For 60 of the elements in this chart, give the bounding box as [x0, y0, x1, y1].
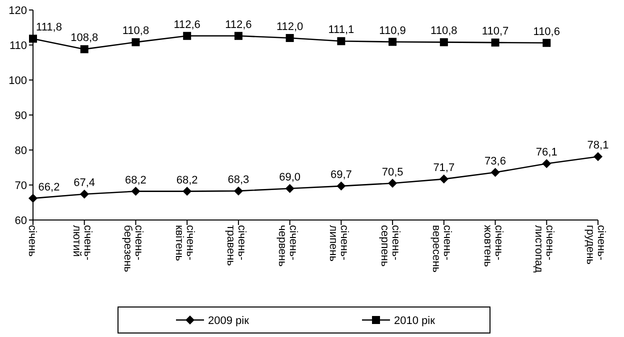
y-tick-label: 90 [14, 110, 27, 122]
data-label: 111,1 [328, 24, 354, 36]
data-label: 110,6 [533, 26, 560, 38]
y-tick-label: 60 [14, 215, 27, 227]
point [182, 186, 192, 196]
point [285, 184, 294, 193]
legend-label: 2010 рік [394, 315, 436, 327]
y-tick-label: 100 [8, 75, 27, 87]
point [286, 34, 294, 42]
data-label: 112,0 [276, 21, 304, 33]
point [29, 34, 37, 43]
x-tick-label: січень [26, 225, 38, 257]
y-tick-label: 70 [14, 180, 27, 192]
data-label: 76,1 [536, 146, 558, 159]
x-tick-label: січень-квітень [173, 225, 196, 262]
data-label: 112,6 [225, 18, 252, 31]
data-label: 71,7 [433, 162, 455, 174]
point [440, 38, 448, 46]
point [131, 186, 140, 196]
point [28, 194, 38, 203]
point [183, 32, 192, 40]
legend-label: 2009 рік [208, 315, 250, 327]
data-label: 69,7 [330, 169, 352, 182]
data-label: 68,2 [176, 174, 198, 186]
point [234, 32, 242, 40]
point [439, 174, 448, 184]
point [336, 182, 346, 191]
point [542, 38, 551, 47]
y-tick-label: 80 [14, 145, 27, 157]
data-label: 111,8 [36, 22, 62, 34]
data-label: 112,6 [174, 18, 200, 31]
data-label: 78,1 [587, 140, 609, 152]
y-tick-label: 120 [8, 5, 27, 17]
point [388, 178, 398, 188]
point [234, 186, 243, 196]
data-label: 70,5 [382, 166, 404, 178]
data-label: 66,2 [38, 181, 60, 194]
point [80, 45, 88, 54]
point [594, 152, 602, 162]
data-label: 67,4 [74, 177, 96, 190]
point [490, 168, 500, 177]
data-label: 73,6 [484, 155, 506, 168]
point [80, 190, 89, 199]
point [132, 38, 140, 46]
x-tick-label: січень-грудень [584, 225, 607, 265]
data-label: 110,8 [430, 25, 458, 38]
x-tick-label: січень-липень [327, 225, 350, 262]
point [491, 38, 500, 47]
point [542, 159, 552, 168]
data-label: 69,0 [279, 172, 301, 184]
data-label: 110,7 [482, 26, 509, 38]
data-label: 110,8 [122, 25, 150, 38]
x-tick-label: січень-лютий [70, 225, 94, 261]
point [337, 37, 346, 46]
data-label: 68,2 [125, 174, 146, 186]
data-label: 68,3 [228, 174, 250, 186]
y-tick-label: 110 [9, 40, 27, 52]
data-label: 108,8 [70, 32, 98, 44]
data-label: 110,9 [379, 24, 406, 37]
point [388, 38, 397, 46]
